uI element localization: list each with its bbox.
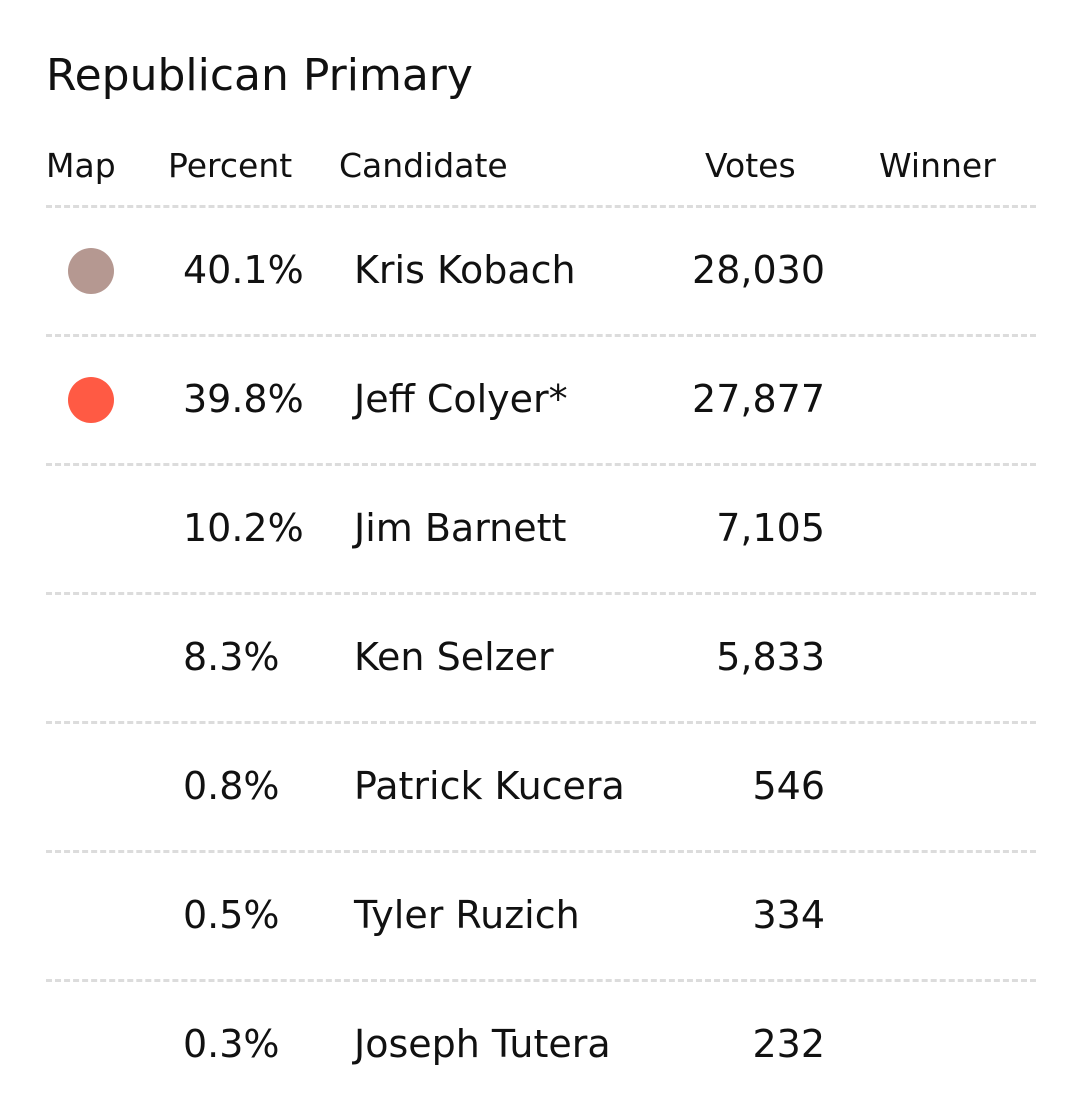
- votes-cell: 7,105: [716, 506, 825, 550]
- table-row: 40.1% Kris Kobach 28,030: [0, 206, 1075, 335]
- candidate-cell: Ken Selzer: [354, 635, 554, 679]
- votes-cell: 28,030: [692, 248, 825, 292]
- results-table-header: Map Percent Candidate Votes Winner: [0, 140, 1075, 192]
- winner-cell: [879, 206, 1029, 335]
- table-row: 8.3% Ken Selzer 5,833: [0, 593, 1075, 722]
- winner-cell: [879, 593, 1029, 722]
- row-divider: [46, 850, 1036, 853]
- map-color-dot: [68, 248, 114, 294]
- winner-cell: [879, 722, 1029, 851]
- table-row: 0.5% Tyler Ruzich 334: [0, 851, 1075, 980]
- percent-cell: 8.3%: [183, 635, 280, 679]
- candidate-cell: Tyler Ruzich: [354, 893, 580, 937]
- column-header-percent: Percent: [168, 146, 293, 185]
- percent-cell: 0.3%: [183, 1022, 280, 1066]
- candidate-cell: Jeff Colyer*: [354, 377, 568, 421]
- winner-cell: [879, 980, 1029, 1109]
- page-title: Republican Primary: [46, 50, 473, 101]
- column-header-votes: Votes: [705, 146, 796, 185]
- column-header-winner: Winner: [879, 146, 996, 185]
- percent-cell: 0.8%: [183, 764, 280, 808]
- row-divider: [46, 463, 1036, 466]
- votes-cell: 5,833: [716, 635, 825, 679]
- table-row: 0.8% Patrick Kucera 546: [0, 722, 1075, 851]
- table-row: 0.3% Joseph Tutera 232: [0, 980, 1075, 1109]
- candidate-cell: Patrick Kucera: [354, 764, 625, 808]
- percent-cell: 0.5%: [183, 893, 280, 937]
- votes-cell: 334: [752, 893, 825, 937]
- table-row: 10.2% Jim Barnett 7,105: [0, 464, 1075, 593]
- map-color-dot: [68, 377, 114, 423]
- row-divider: [46, 979, 1036, 982]
- percent-cell: 39.8%: [183, 377, 304, 421]
- votes-cell: 232: [752, 1022, 825, 1066]
- row-divider: [46, 205, 1036, 208]
- candidate-cell: Jim Barnett: [354, 506, 567, 550]
- row-divider: [46, 592, 1036, 595]
- row-divider: [46, 334, 1036, 337]
- winner-cell: [879, 851, 1029, 980]
- row-divider: [46, 721, 1036, 724]
- column-header-map: Map: [46, 146, 116, 185]
- winner-cell: [879, 464, 1029, 593]
- percent-cell: 40.1%: [183, 248, 304, 292]
- candidate-cell: Joseph Tutera: [354, 1022, 611, 1066]
- percent-cell: 10.2%: [183, 506, 304, 550]
- table-row: 39.8% Jeff Colyer* 27,877: [0, 335, 1075, 464]
- candidate-cell: Kris Kobach: [354, 248, 576, 292]
- votes-cell: 546: [752, 764, 825, 808]
- votes-cell: 27,877: [692, 377, 825, 421]
- winner-cell: [879, 335, 1029, 464]
- column-header-candidate: Candidate: [339, 146, 508, 185]
